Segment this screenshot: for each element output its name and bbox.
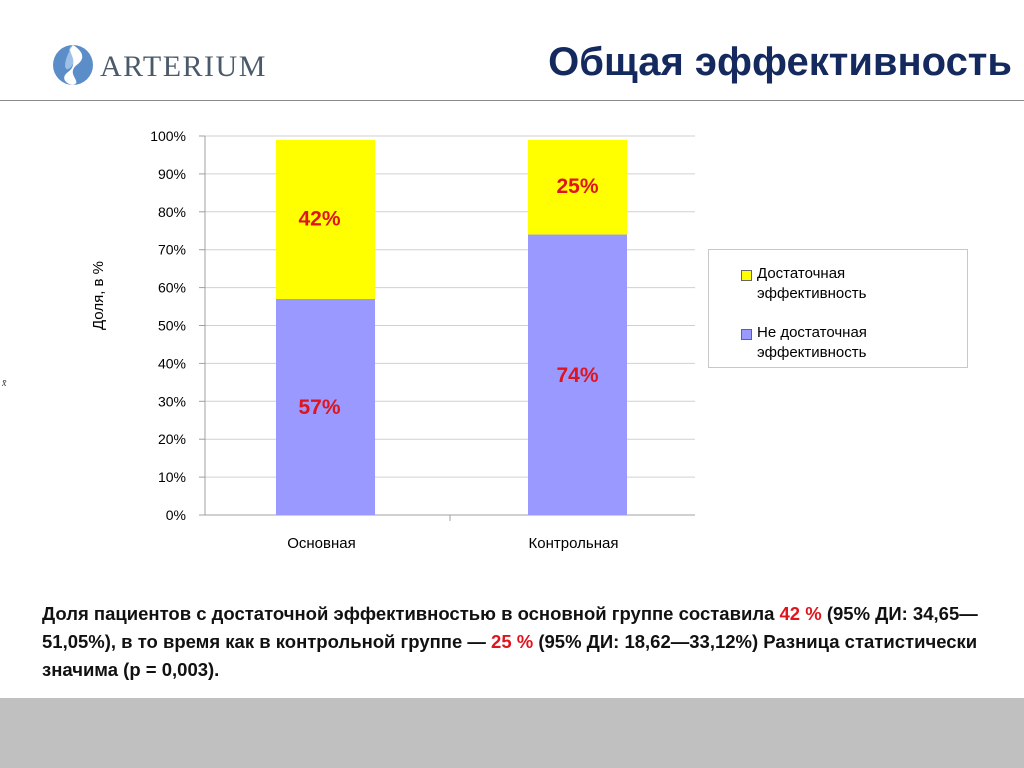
legend-item-insufficient: Не достаточная эффективность bbox=[741, 323, 957, 363]
legend-swatch-insufficient bbox=[741, 329, 752, 340]
data-label: 74% bbox=[556, 364, 598, 387]
summary-part1: Доля пациентов с достаточной эффективнос… bbox=[42, 603, 780, 624]
summary-part3: (95% ДИ: 18,62—33,12%) Разница статистич… bbox=[42, 631, 978, 680]
bar-segment bbox=[528, 234, 627, 515]
legend-label-insufficient-line1: Не достаточная bbox=[757, 324, 867, 341]
y-tick-label: 90% bbox=[158, 166, 186, 182]
title-divider bbox=[0, 100, 1024, 101]
y-tick-label: 40% bbox=[158, 355, 186, 371]
x-tick-label: Основная bbox=[287, 535, 356, 552]
y-tick-label: 70% bbox=[158, 242, 186, 258]
y-tick-label: 0% bbox=[166, 507, 186, 523]
bar-segment bbox=[276, 298, 375, 515]
stacked-bar-chart: 0% 10% 20% 30% 40% 50% 60% 70% 80% 90% 100% Доля, в… bbox=[90, 128, 695, 552]
legend-label-sufficient-line1: Достаточная bbox=[757, 265, 846, 282]
y-tick-label: 50% bbox=[158, 318, 186, 334]
side-mark: x̄ bbox=[2, 378, 7, 389]
legend-swatch-sufficient bbox=[741, 270, 752, 281]
summary-value-main: 42 % bbox=[779, 603, 822, 624]
chart-legend: Достаточная эффективность Не достаточная… bbox=[708, 249, 968, 368]
bar-segment bbox=[528, 139, 627, 235]
y-tick-label: 100% bbox=[150, 128, 186, 144]
summary-part2: (95% ДИ: 34,65—51,05%), в то время как в… bbox=[42, 603, 978, 652]
summary-value-control: 25 % bbox=[491, 631, 534, 652]
y-tick-label: 20% bbox=[158, 431, 186, 447]
summary-text: Доля пациентов с достаточной эффективнос… bbox=[42, 600, 982, 684]
y-axis-label: Доля, в % bbox=[90, 261, 107, 330]
data-label: 25% bbox=[556, 175, 598, 198]
arterium-logo-icon bbox=[53, 45, 93, 85]
y-tick-label: 80% bbox=[158, 204, 186, 220]
legend-item-sufficient: Достаточная эффективность bbox=[741, 264, 957, 304]
legend-label-sufficient-line2: эффективность bbox=[757, 285, 867, 302]
y-tick-label: 30% bbox=[158, 393, 186, 409]
page-title: Общая эффективность bbox=[548, 40, 1012, 84]
x-tick-label: Контрольная bbox=[529, 535, 619, 552]
bar-segment bbox=[276, 139, 375, 299]
data-label: 42% bbox=[298, 207, 340, 230]
arterium-logo: ARTERIUM bbox=[52, 42, 282, 90]
footer-band bbox=[0, 698, 1024, 768]
y-tick-label: 10% bbox=[158, 469, 186, 485]
legend-label-insufficient-line2: эффективность bbox=[757, 344, 867, 361]
y-tick-label: 60% bbox=[158, 280, 186, 296]
logo-wordmark: ARTERIUM bbox=[100, 50, 267, 83]
data-label: 57% bbox=[298, 396, 340, 419]
